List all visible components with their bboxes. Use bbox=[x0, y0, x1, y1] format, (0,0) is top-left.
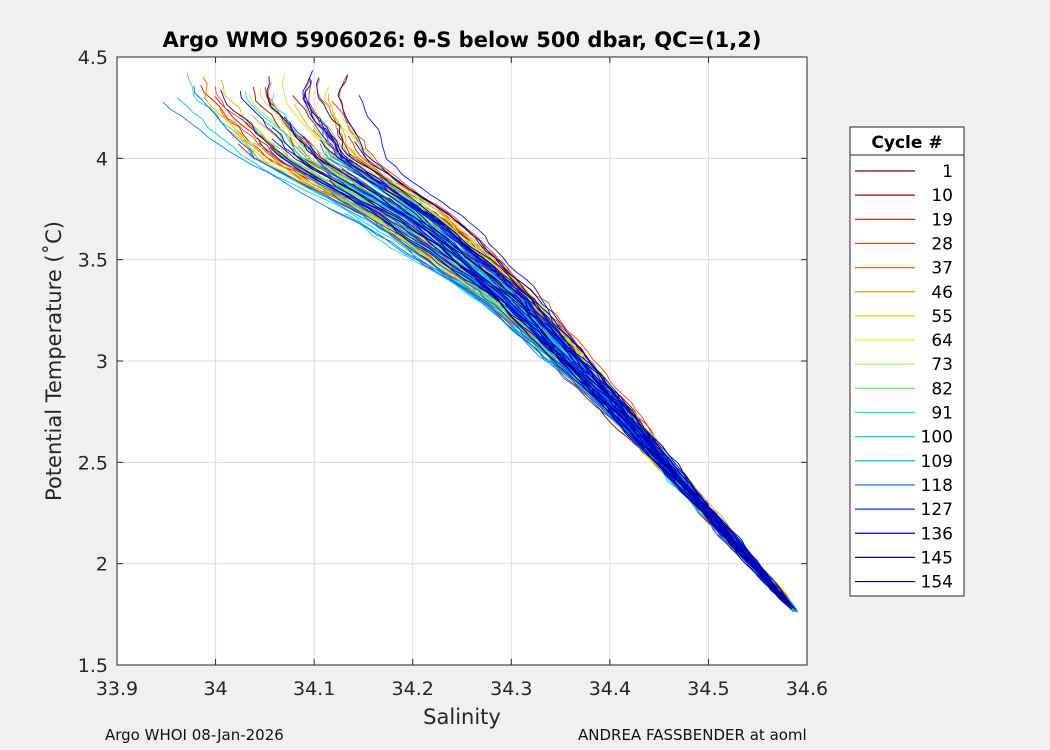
cycle-profile-line bbox=[220, 89, 795, 609]
cycle-profile-line bbox=[421, 209, 792, 608]
legend-label: 46 bbox=[931, 283, 953, 303]
x-tick-label: 34.1 bbox=[293, 678, 335, 700]
x-tick-label: 34 bbox=[203, 678, 227, 700]
x-tick-label: 33.9 bbox=[96, 678, 138, 700]
x-tick-label: 34.6 bbox=[786, 678, 828, 700]
chart-title: Argo WMO 5906026: θ-S below 500 dbar, QC… bbox=[163, 28, 762, 52]
cycle-profile-line bbox=[289, 121, 788, 605]
cycle-profile-line bbox=[337, 74, 790, 606]
legend-label: 100 bbox=[921, 428, 953, 448]
footer-left-text: Argo WHOI 08-Jan-2026 bbox=[105, 726, 284, 744]
y-tick-label: 1.5 bbox=[78, 655, 108, 677]
legend-entries: 1 10 19 28 37 46 55 64 73 82 91 100 109 118 127 136 145 1… bbox=[855, 162, 953, 593]
cycle-profile-line bbox=[328, 179, 791, 606]
cycle-profile-line bbox=[388, 197, 789, 603]
legend-label: 37 bbox=[931, 259, 953, 279]
cycle-profile-line bbox=[315, 77, 788, 602]
legend-label: 145 bbox=[921, 548, 953, 568]
y-tick-label: 3 bbox=[96, 351, 108, 373]
legend-label: 28 bbox=[931, 234, 953, 254]
y-tick-label: 3.5 bbox=[78, 250, 108, 272]
y-tick-label: 2.5 bbox=[78, 452, 108, 474]
legend: Cycle # 1 10 19 28 37 46 55 64 73 82 91 100 109 118 12… bbox=[849, 126, 965, 597]
legend-label: 127 bbox=[921, 500, 953, 520]
legend-label: 82 bbox=[931, 379, 953, 399]
profile-lines bbox=[162, 70, 799, 613]
cycle-profile-line bbox=[272, 127, 790, 604]
legend-label: 154 bbox=[921, 573, 953, 593]
y-tick-label: 4 bbox=[96, 148, 108, 170]
cycle-profile-line bbox=[403, 200, 791, 606]
y-tick-label: 4.5 bbox=[78, 47, 108, 69]
legend-label: 109 bbox=[921, 452, 953, 472]
legend-label: 19 bbox=[931, 210, 953, 230]
legend-label: 55 bbox=[931, 307, 953, 327]
y-axis-label: Potential Temperature (˚C) bbox=[42, 221, 66, 501]
x-tick-label: 34.2 bbox=[392, 678, 434, 700]
legend-label: 118 bbox=[921, 476, 953, 496]
legend-label: 64 bbox=[931, 331, 953, 351]
axis-ticks: 33.9 34 34.1 34.2 34.3 34.4 34.5 34.6 1.5 2 2.5 3 3.… bbox=[78, 47, 828, 700]
legend-label: 91 bbox=[931, 404, 953, 424]
legend-box bbox=[849, 126, 965, 597]
footer-right-text: ANDREA FASSBENDER at aoml bbox=[578, 726, 807, 744]
legend-title: Cycle # bbox=[871, 133, 942, 153]
legend-label: 1 bbox=[942, 162, 953, 182]
legend-label: 73 bbox=[931, 355, 953, 375]
x-axis-label: Salinity bbox=[423, 705, 501, 729]
legend-label: 136 bbox=[921, 524, 953, 544]
x-tick-label: 34.3 bbox=[490, 678, 532, 700]
y-tick-label: 2 bbox=[96, 554, 108, 576]
x-tick-label: 34.4 bbox=[589, 678, 631, 700]
x-tick-label: 34.5 bbox=[687, 678, 729, 700]
cycle-profile-line bbox=[320, 139, 793, 609]
legend-label: 10 bbox=[931, 186, 953, 206]
cycle-profile-line bbox=[388, 206, 789, 604]
